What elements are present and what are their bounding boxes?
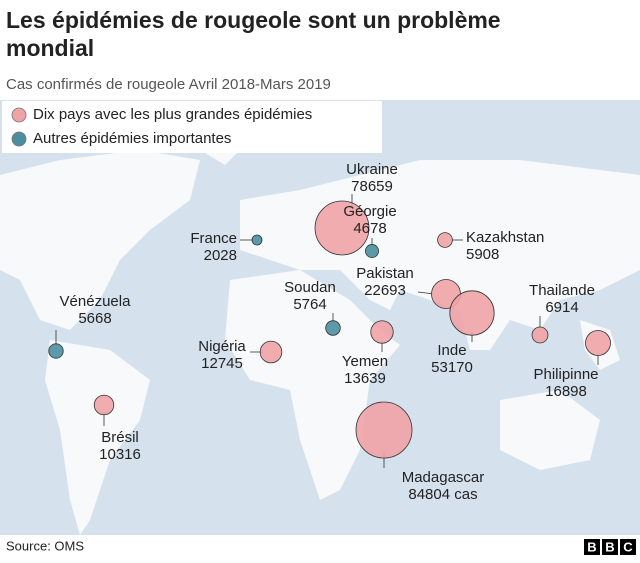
country-name: Kazakhstan [466,229,544,246]
case-count: 22693 [364,282,406,299]
logo-letter: B [587,539,596,554]
country-name: Yemen [342,353,388,370]
subtitle: Cas confirmés de rougeole Avril 2018-Mar… [6,76,331,93]
country-name: Nigéria [198,338,246,355]
outbreak-bubble [370,320,394,344]
country-name: Inde [437,342,466,359]
legend-box [2,101,382,153]
country-name: Ukraine [346,161,398,178]
outbreak-bubble [251,234,263,246]
country-name: Philipinne [533,366,598,383]
country-name: Brésil [101,429,139,446]
case-count: 4678 [353,220,386,237]
case-count: 53170 [431,359,473,376]
outbreak-bubble [585,330,611,356]
continents [0,105,640,535]
title: Les épidémies de rougeole sont un problè… [6,7,501,61]
country-name: Géorgie [343,203,396,220]
case-count: 13639 [344,370,386,387]
footer [0,535,640,558]
outbreak-bubble [325,320,341,336]
outbreak-bubble [449,290,495,336]
logo-block [584,539,600,555]
country-name: Thailande [529,282,595,299]
case-count: 2028 [204,247,237,264]
title-line: mondial [6,35,94,61]
source: Source: OMS [6,538,84,553]
legend-label: Autres épidémies importantes [33,130,231,147]
country-name: Soudan [284,279,336,296]
outbreak-bubble [437,232,453,248]
case-count: 6914 [545,299,578,316]
case-count: 12745 [201,355,243,372]
case-count: 16898 [545,383,587,400]
case-count: 78659 [351,178,393,195]
country-name: Vénézuela [60,293,132,310]
logo-block [602,539,618,555]
legend-label: Dix pays avec les plus grandes épidémies [33,106,312,123]
case-count: 5908 [466,246,499,263]
legend-swatch [11,107,27,123]
outbreak-bubble [259,340,283,364]
outbreak-bubble [48,343,64,359]
legend-swatch [11,131,27,147]
case-count: 10316 [99,446,141,463]
country-name: Madagascar [402,469,485,486]
title-line: Les épidémies de rougeole sont un problè… [6,7,501,33]
case-count: 5764 [293,296,326,313]
case-count: 84804 cas [408,486,477,503]
outbreak-bubble [93,394,115,416]
outbreak-bubble [365,244,379,258]
outbreak-bubble [355,401,413,459]
country-name: Pakistan [356,265,414,282]
logo-letter: B [605,539,614,554]
country-name: France [190,230,237,247]
case-count: 5668 [78,310,111,327]
outbreak-bubble [531,326,549,344]
outbreak-bubble [314,200,370,256]
logo-block [620,539,636,555]
logo-letter: C [623,539,633,554]
